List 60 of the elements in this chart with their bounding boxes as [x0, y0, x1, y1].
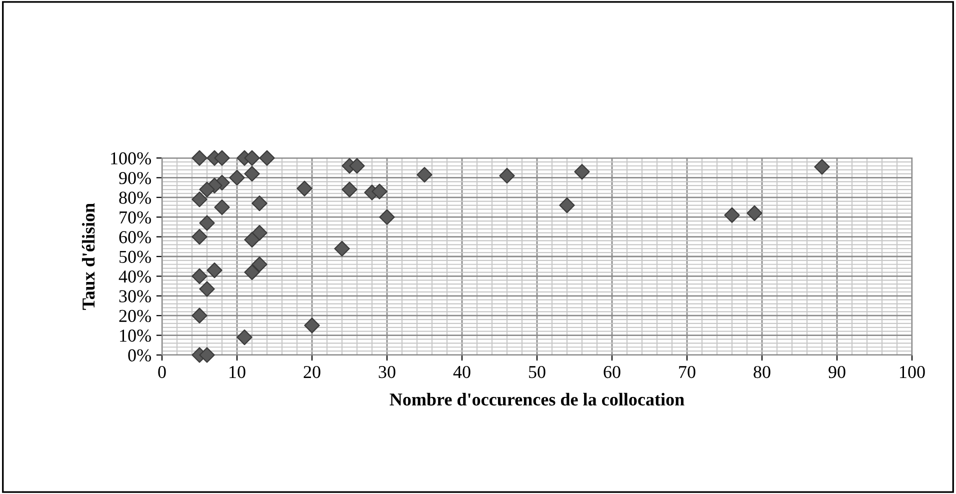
- y-tick-label: 90%: [119, 172, 151, 184]
- point: [214, 199, 230, 216]
- point: [199, 347, 215, 363]
- x-tick-label: 50: [529, 366, 546, 378]
- point: [499, 168, 515, 184]
- x-tick-label: 20: [304, 366, 320, 378]
- x-tick-label: 90: [828, 366, 846, 378]
- point: [192, 308, 208, 324]
- point: [574, 164, 590, 180]
- point: [199, 215, 215, 231]
- x-tick-label: 60: [604, 366, 620, 378]
- point: [814, 159, 830, 175]
- point: [304, 318, 320, 334]
- point: [244, 264, 260, 280]
- y-tick-label: 0%: [128, 349, 151, 362]
- x-tick-label: 0: [158, 366, 166, 378]
- x-tick-label: 100: [900, 366, 925, 378]
- y-tick-label: 80%: [119, 192, 151, 204]
- point: [206, 262, 222, 278]
- x-axis-title: Nombre d'occurences de la collocation: [390, 392, 684, 406]
- point: [229, 170, 245, 186]
- y-tick-label: 10%: [120, 330, 151, 342]
- point: [192, 268, 208, 284]
- point: [342, 182, 358, 198]
- point: [192, 150, 208, 166]
- y-axis-title: Taux d'élision: [82, 203, 95, 310]
- y-tick-label: 50%: [120, 250, 151, 263]
- y-tick-label: 70%: [120, 211, 151, 224]
- point: [244, 232, 260, 248]
- point: [192, 228, 208, 245]
- point: [252, 256, 268, 272]
- point: [192, 192, 208, 208]
- x-tick-label: 70: [679, 366, 696, 378]
- point: [252, 195, 268, 212]
- y-tick-label: 60%: [119, 231, 151, 244]
- point: [214, 150, 230, 166]
- y-tick-label: 30%: [119, 290, 151, 302]
- point: [334, 240, 350, 256]
- point: [372, 184, 388, 200]
- point: [236, 329, 252, 346]
- x-tick-label: 30: [378, 366, 396, 378]
- point: [244, 150, 260, 166]
- y-tick-label: 100%: [111, 152, 151, 164]
- point: [416, 166, 432, 183]
- point: [379, 209, 395, 225]
- point: [259, 150, 275, 166]
- point: [746, 205, 762, 221]
- x-tick-label: 10: [230, 366, 246, 378]
- point: [559, 197, 575, 214]
- point: [724, 207, 740, 223]
- point: [296, 180, 312, 196]
- point: [199, 281, 215, 297]
- point: [199, 182, 215, 198]
- point: [244, 166, 260, 182]
- x-tick-label: 40: [453, 366, 470, 378]
- x-tick-label: 80: [754, 366, 770, 378]
- point: [349, 158, 365, 174]
- point: [252, 225, 268, 241]
- y-tick-label: 20%: [119, 310, 151, 322]
- y-tick-label: 40%: [118, 270, 151, 283]
